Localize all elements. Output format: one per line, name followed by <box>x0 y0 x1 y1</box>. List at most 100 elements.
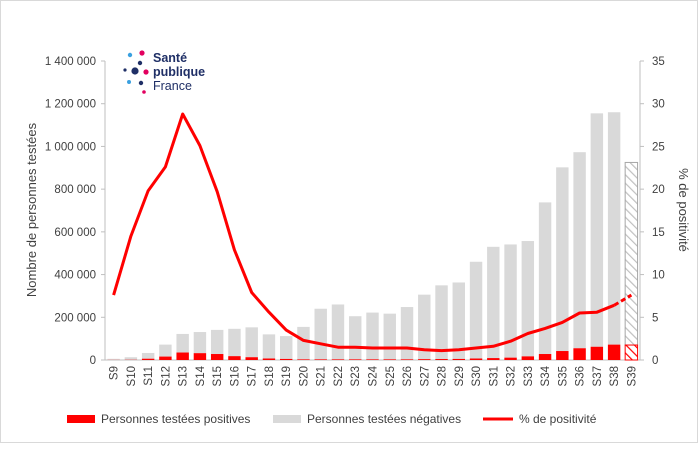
y-tick-label: 1 000 000 <box>45 141 96 153</box>
x-tick-label: S22 <box>333 366 345 386</box>
bar-positives <box>384 359 396 360</box>
logo-dot <box>139 81 143 85</box>
y-tick-label: 1 400 000 <box>45 56 96 68</box>
bar-negatives <box>176 334 188 353</box>
x-tick-label: S10 <box>126 366 138 386</box>
x-tick-label: S14 <box>195 365 207 386</box>
bar-negatives <box>142 353 154 359</box>
x-tick-label: S34 <box>540 365 552 386</box>
x-tick-label: S18 <box>264 366 276 386</box>
logo-dot <box>139 50 144 55</box>
bar-positives <box>315 359 327 360</box>
bar-negatives <box>470 262 482 359</box>
bar-positives <box>280 359 292 360</box>
logo-text-publique: publique <box>153 65 205 79</box>
legend-label-positives: Personnes testées positives <box>101 412 250 426</box>
bar-positives <box>245 357 257 360</box>
logo-dot <box>138 61 142 65</box>
x-tick-label: S13 <box>178 366 190 386</box>
bar-positives <box>228 356 240 360</box>
bar-positives <box>366 359 378 360</box>
x-tick-label: S11 <box>143 366 155 386</box>
bar-negatives <box>487 247 499 358</box>
bar-negatives <box>573 152 585 348</box>
bar-positives <box>591 347 603 360</box>
y-tick-label: 1 200 000 <box>45 99 96 111</box>
legend-swatch-negatives <box>273 415 301 423</box>
y-tick-label: 200 000 <box>54 312 96 324</box>
bar-positives <box>332 359 344 360</box>
bar-negatives <box>435 285 447 359</box>
legend: Personnes testées positives Personnes te… <box>67 412 597 426</box>
x-tick-label: S32 <box>506 366 518 386</box>
y2-tick-label: 25 <box>652 141 665 153</box>
bar-positives <box>487 358 499 360</box>
logo-dot <box>131 67 138 74</box>
y2-tick-label: 5 <box>652 312 658 324</box>
x-tick-label: S21 <box>316 366 328 386</box>
bar-positives <box>349 359 361 360</box>
logo-dot <box>127 80 131 84</box>
y2-tick-label: 35 <box>652 56 665 68</box>
y2-tick-label: 30 <box>652 99 665 111</box>
bar-positives <box>625 345 637 360</box>
bar-negatives <box>280 336 292 359</box>
bar-positives <box>159 357 171 360</box>
bar-negatives <box>159 345 171 357</box>
x-tick-label: S39 <box>626 366 638 386</box>
x-tick-label: S17 <box>247 366 259 386</box>
bar-positives <box>263 359 275 360</box>
legend-label-negatives: Personnes testées négatives <box>307 412 461 426</box>
bar-negatives <box>539 202 551 354</box>
bar-negatives <box>263 334 275 358</box>
y2-tick-label: 0 <box>652 355 658 367</box>
bar-positives <box>211 354 223 360</box>
y-tick-label: 400 000 <box>54 270 96 282</box>
bar-positives <box>522 356 534 360</box>
y-ticks-left: 0 200 000 400 000 600 000 800 000 1 000 000 1 … <box>45 56 105 367</box>
x-tick-label: S12 <box>160 366 172 386</box>
x-tick-label: S28 <box>437 366 449 386</box>
x-tick-label: S29 <box>454 366 466 386</box>
bar-negatives <box>297 327 309 359</box>
bar-negatives <box>332 304 344 359</box>
x-tick-label: S35 <box>557 366 569 386</box>
x-tick-label: S15 <box>212 366 224 386</box>
bar-positives <box>401 359 413 360</box>
bar-positives <box>556 351 568 360</box>
bar-negatives <box>107 359 119 360</box>
bar-positives <box>435 359 447 360</box>
legend-swatch-positives <box>67 415 95 423</box>
bar-negatives <box>245 327 257 357</box>
sante-publique-france-logo: Santé publique France <box>123 50 205 93</box>
bar-negatives <box>315 309 327 360</box>
y-tick-label: 600 000 <box>54 227 96 239</box>
logo-dot <box>123 68 126 71</box>
x-tick-label: S19 <box>281 366 293 386</box>
legend-label-positivity: % de positivité <box>519 412 597 426</box>
x-tick-label: S26 <box>402 366 414 386</box>
x-tick-label: S33 <box>523 366 535 386</box>
logo-dot <box>128 53 132 57</box>
x-tick-label: S27 <box>419 366 431 386</box>
bar-negatives <box>228 329 240 356</box>
bar-positives <box>504 358 516 360</box>
logo-text-sante: Santé <box>153 51 187 65</box>
x-tick-label: S23 <box>350 366 362 386</box>
bar-negatives <box>349 316 361 359</box>
x-tick-label: S24 <box>368 365 380 386</box>
logo-text-france: France <box>153 79 192 93</box>
bar-positives <box>142 359 154 360</box>
bar-positives <box>573 348 585 360</box>
x-tick-label: S25 <box>385 366 397 386</box>
y-tick-label: 800 000 <box>54 184 96 196</box>
bar-negatives <box>366 313 378 360</box>
y-tick-label: 0 <box>90 355 96 367</box>
bar-negatives <box>625 162 637 345</box>
logo-dot <box>143 69 148 74</box>
bar-negatives <box>608 112 620 344</box>
bar-positives <box>608 345 620 360</box>
